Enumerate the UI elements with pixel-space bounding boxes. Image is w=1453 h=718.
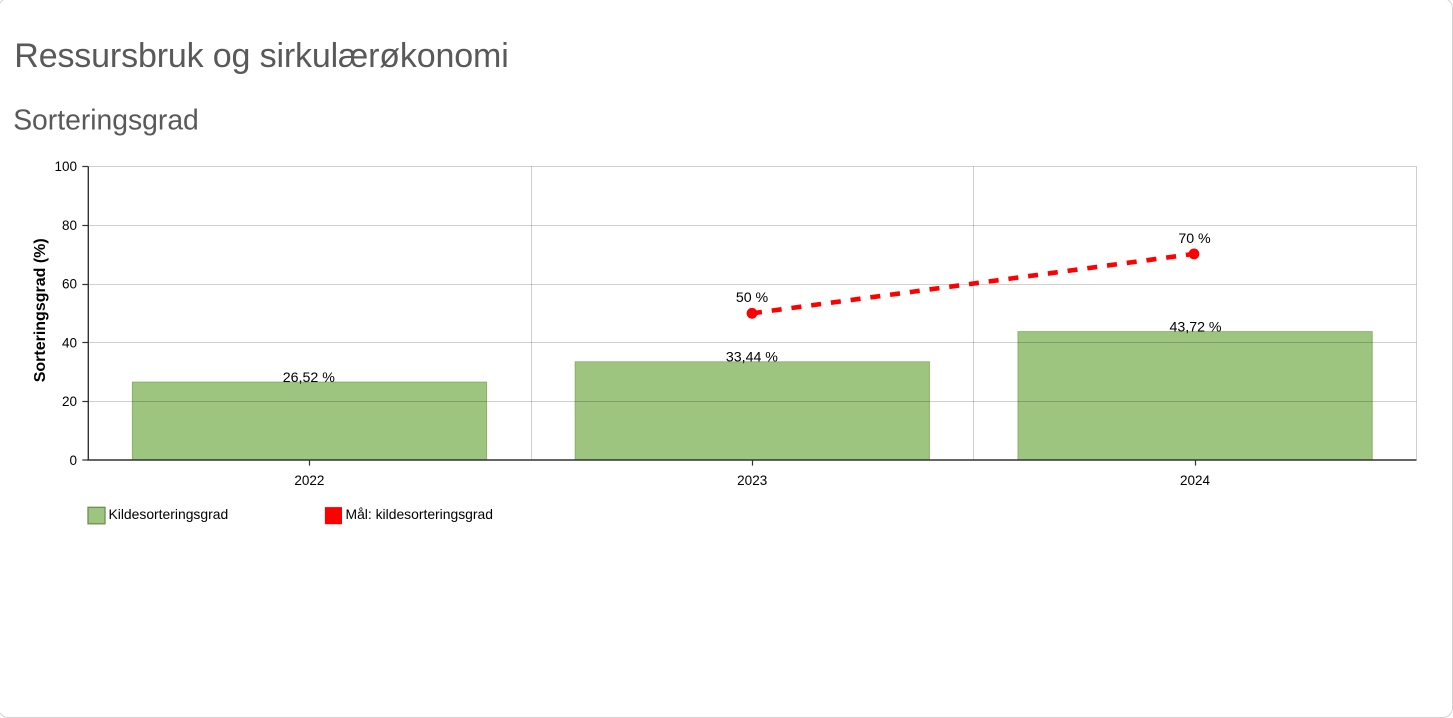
svg-text:80: 80 <box>62 218 77 233</box>
svg-text:33,44 %: 33,44 % <box>726 350 778 366</box>
svg-text:Mål: kildesorteringsgrad: Mål: kildesorteringsgrad <box>346 506 493 522</box>
svg-text:20: 20 <box>62 394 77 409</box>
svg-text:2022: 2022 <box>294 473 324 488</box>
svg-text:60: 60 <box>62 277 77 292</box>
svg-text:26,52 %: 26,52 % <box>283 370 335 386</box>
svg-text:Sorteringsgrad: Sorteringsgrad <box>13 104 199 136</box>
svg-text:40: 40 <box>62 335 77 350</box>
svg-text:50 %: 50 % <box>736 290 769 306</box>
svg-text:Ressursbruk og sirkulærøkonomi: Ressursbruk og sirkulærøkonomi <box>14 37 508 75</box>
svg-text:Kildesorteringsgrad: Kildesorteringsgrad <box>109 506 229 522</box>
svg-text:70 %: 70 % <box>1178 231 1211 247</box>
svg-text:100: 100 <box>54 159 77 174</box>
svg-text:Sorteringsgrad (%): Sorteringsgrad (%) <box>32 238 49 382</box>
svg-text:2023: 2023 <box>737 473 767 488</box>
svg-text:43,72 %: 43,72 % <box>1169 319 1221 335</box>
svg-text:0: 0 <box>69 453 77 468</box>
svg-text:2024: 2024 <box>1180 473 1211 488</box>
